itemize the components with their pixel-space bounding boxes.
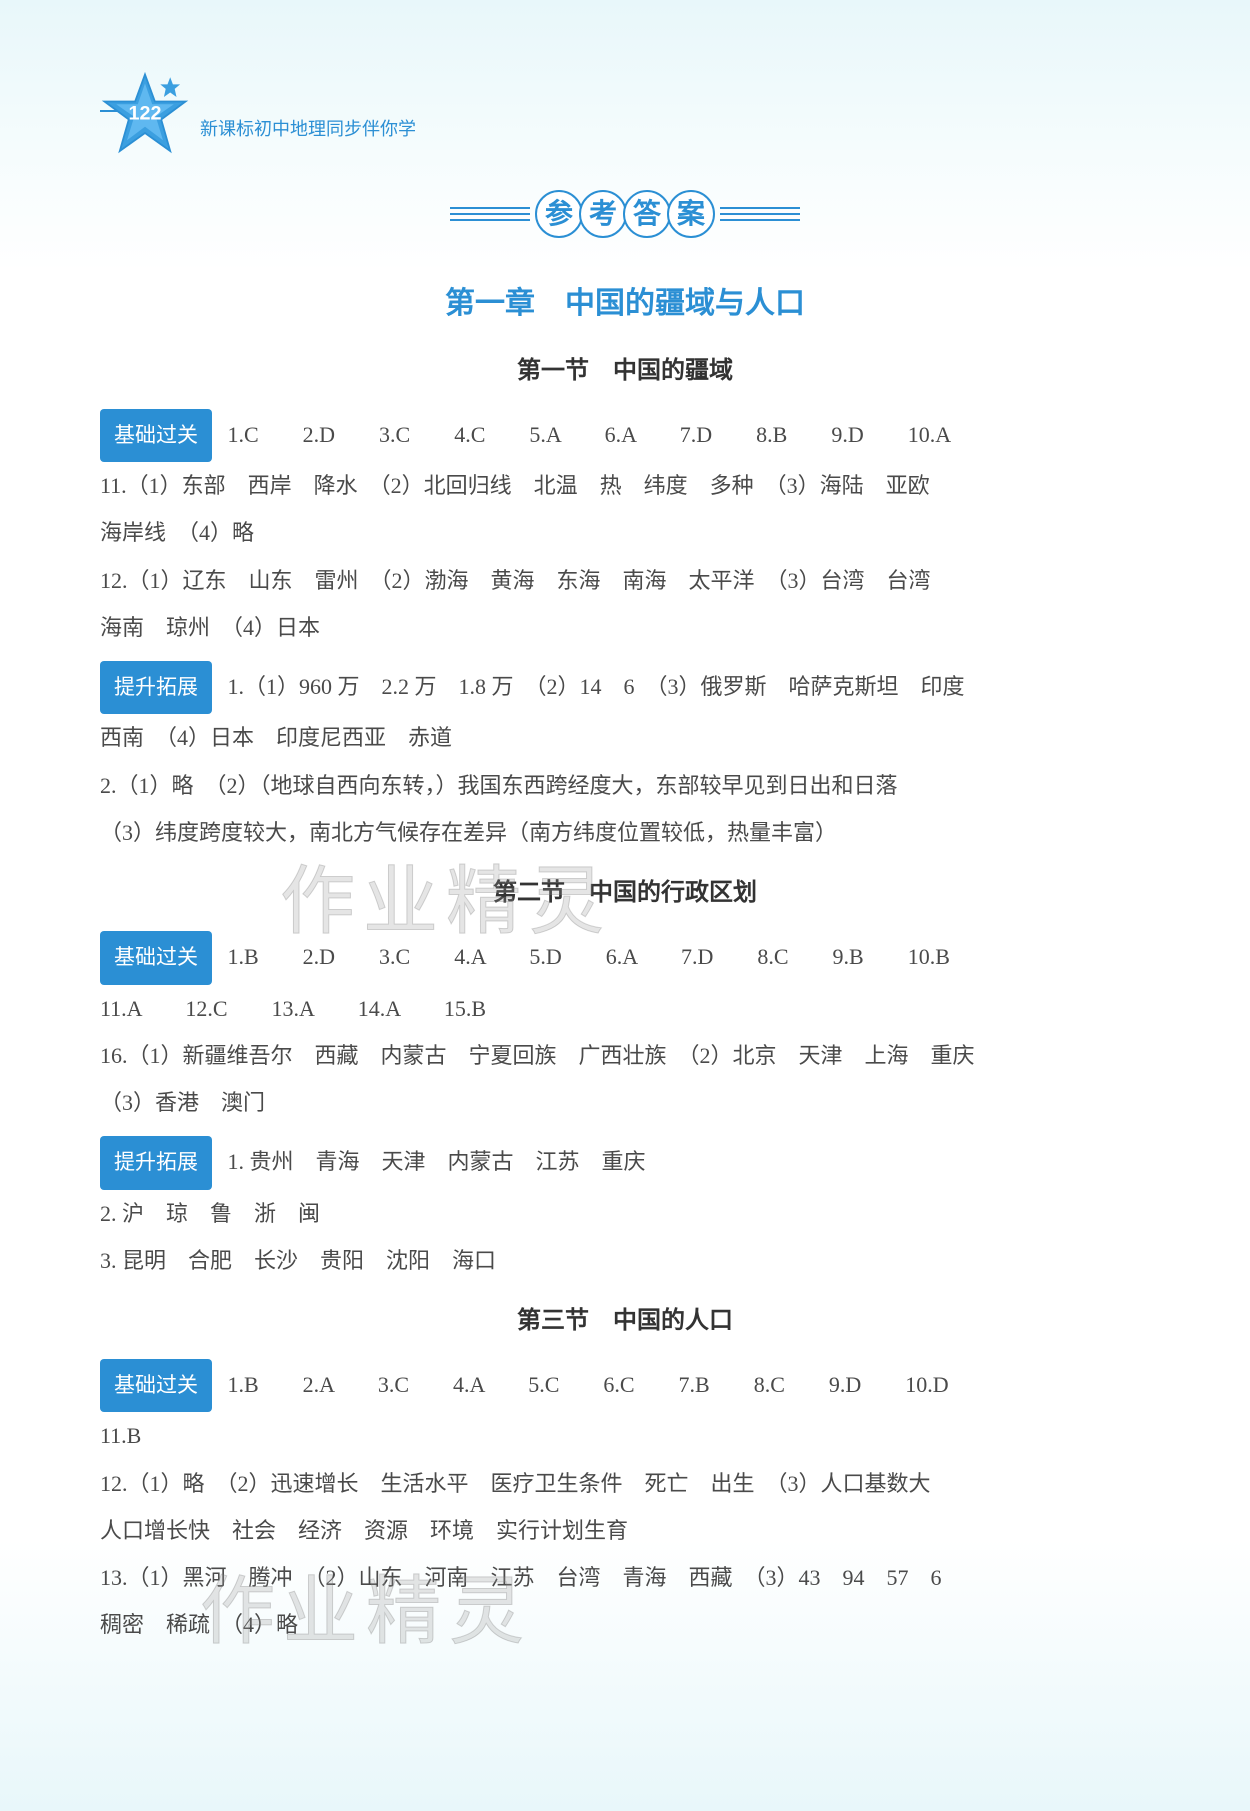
- banner-lines-right: [720, 204, 800, 224]
- s2-basic-block: 基础过关 1.B 2.D 3.C 4.A 5.D 6.A 7.D 8.C 9.B…: [100, 931, 1150, 1126]
- answer-text: 稠密 稀疏 （4）略: [100, 1612, 298, 1637]
- chapter-title: 第一章 中国的疆域与人口: [100, 278, 1150, 322]
- tag-basic: 基础过关: [100, 409, 212, 462]
- answer-text: 3. 昆明 合肥 长沙 贵阳 沈阳 海口: [100, 1248, 496, 1273]
- answer-text: 2. 沪 琼 鲁 浙 闽: [100, 1201, 320, 1226]
- answer-text: 11.A 12.C 13.A 14.A 15.B: [100, 996, 486, 1021]
- answer-text: 1.B 2.A 3.C 4.A 5.C 6.C 7.B 8.C 9.D 10.D: [228, 1372, 949, 1397]
- answer-text: 海南 琼州 （4）日本: [100, 615, 320, 640]
- banner-char: 案: [667, 190, 715, 238]
- answer-text: 13.（1）黑河 腾冲 （2）山东 河南 江苏 台湾 青海 西藏 （3）43 9…: [100, 1565, 942, 1590]
- answer-text: 1. 贵州 青海 天津 内蒙古 江苏 重庆: [228, 1149, 646, 1174]
- header-subtitle: 新课标初中地理同步伴你学: [200, 115, 416, 141]
- tag-ext: 提升拓展: [100, 661, 212, 714]
- s3-basic-block: 基础过关 1.B 2.A 3.C 4.A 5.C 6.C 7.B 8.C 9.D…: [100, 1359, 1150, 1649]
- answer-text: （3）纬度跨度较大，南北方气候存在差异（南方纬度位置较低，热量丰富）: [100, 820, 837, 845]
- answer-text: 11.（1）东部 西岸 降水 （2）北回归线 北温 热 纬度 多种 （3）海陆 …: [100, 473, 930, 498]
- star-badge-icon: 122: [100, 70, 190, 160]
- banner-title: 参 考 答 案: [100, 190, 1150, 238]
- page-header: 122 新课标初中地理同步伴你学: [100, 60, 1150, 140]
- banner-char: 参: [535, 190, 583, 238]
- answer-text: 2.（1）略 （2）（地球自西向东转，）我国东西跨经度大，东部较早见到日出和日落: [100, 773, 898, 798]
- answer-text: 11.B: [100, 1423, 141, 1448]
- tag-basic: 基础过关: [100, 931, 212, 984]
- banner-characters: 参 考 答 案: [539, 190, 711, 238]
- svg-text:122: 122: [128, 103, 161, 125]
- section-title: 第一节 中国的疆域: [100, 350, 1150, 385]
- answer-text: 1.（1）960 万 2.2 万 1.8 万 （2）14 6 （3）俄罗斯 哈萨…: [228, 674, 965, 699]
- banner-lines-left: [450, 204, 530, 224]
- answer-text: 人口增长快 社会 经济 资源 环境 实行计划生育: [100, 1518, 628, 1543]
- banner-char: 答: [623, 190, 671, 238]
- answer-text: 1.C 2.D 3.C 4.C 5.A 6.A 7.D 8.B 9.D 10.A: [228, 422, 952, 447]
- answer-text: 12.（1）辽东 山东 雷州 （2）渤海 黄海 东海 南海 太平洋 （3）台湾 …: [100, 568, 931, 593]
- s2-ext-block: 提升拓展 1. 贵州 青海 天津 内蒙古 江苏 重庆 2. 沪 琼 鲁 浙 闽 …: [100, 1136, 1150, 1284]
- answer-text: 西南 （4）日本 印度尼西亚 赤道: [100, 725, 452, 750]
- section-title: 第三节 中国的人口: [100, 1300, 1150, 1335]
- s1-ext-block: 提升拓展 1.（1）960 万 2.2 万 1.8 万 （2）14 6 （3）俄…: [100, 661, 1150, 856]
- answer-text: 12.（1）略 （2）迅速增长 生活水平 医疗卫生条件 死亡 出生 （3）人口基…: [100, 1471, 931, 1496]
- section-title: 第二节 中国的行政区划: [100, 872, 1150, 907]
- tag-basic: 基础过关: [100, 1359, 212, 1412]
- answer-text: 海岸线 （4）略: [100, 520, 254, 545]
- s1-basic-block: 基础过关 1.C 2.D 3.C 4.C 5.A 6.A 7.D 8.B 9.D…: [100, 409, 1150, 651]
- answer-text: （3）香港 澳门: [100, 1090, 265, 1115]
- tag-ext: 提升拓展: [100, 1136, 212, 1189]
- answer-text: 16.（1）新疆维吾尔 西藏 内蒙古 宁夏回族 广西壮族 （2）北京 天津 上海…: [100, 1043, 975, 1068]
- banner-char: 考: [579, 190, 627, 238]
- answer-text: 1.B 2.D 3.C 4.A 5.D 6.A 7.D 8.C 9.B 10.B: [228, 944, 950, 969]
